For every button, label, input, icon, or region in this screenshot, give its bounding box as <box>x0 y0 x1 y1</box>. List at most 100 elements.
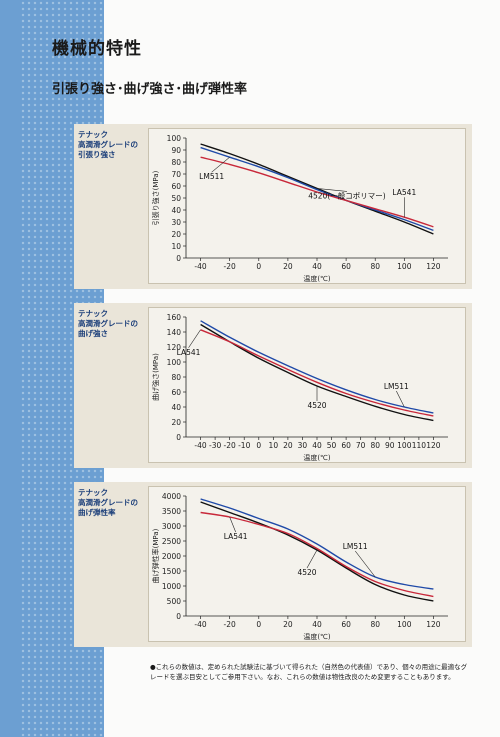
x-tick-label: 70 <box>356 441 366 450</box>
y-tick-label: 20 <box>171 418 181 427</box>
series-annotation: 4520(一般コポリマー) <box>308 190 386 200</box>
y-tick-label: 1000 <box>162 582 181 591</box>
x-tick-label: 40 <box>312 441 322 450</box>
panel-label-line: テナック <box>78 130 108 139</box>
y-tick-label: 2500 <box>162 537 181 546</box>
annotation-leader-line <box>188 329 201 348</box>
x-tick-label: -40 <box>194 441 206 450</box>
y-tick-label: 3000 <box>162 522 181 531</box>
series-line-la541 <box>200 511 434 598</box>
x-tick-label: 120 <box>426 262 441 271</box>
y-tick-label: 0 <box>176 433 181 442</box>
chart-panel-tensile: テナック 高潤滑グレードの 引張り強さ 0 10 20 30 40 50 60 70 80 90 1… <box>74 124 472 289</box>
panel-label: テナック 高潤滑グレードの 曲げ弾性率 <box>78 488 153 518</box>
x-tick-label: 20 <box>283 262 293 271</box>
x-tick-label: 90 <box>385 441 395 450</box>
panel-label-line: 高潤滑グレードの <box>78 140 138 149</box>
x-tick-label: -20 <box>224 262 236 271</box>
y-tick-label: 140 <box>167 328 182 337</box>
series-annotation: 4520 <box>307 401 326 410</box>
panel-label-line: 曲げ強さ <box>78 329 108 338</box>
x-tick-label: 0 <box>256 262 261 271</box>
chart-panel-flexural-strength: テナック 高潤滑グレードの 曲げ強さ 0 20 40 60 80 100 120 140 160… <box>74 303 472 468</box>
y-axis-label: 曲げ強さ(MPa) <box>151 353 160 401</box>
y-tick-label: 90 <box>171 146 181 155</box>
series-annotation: LM511 <box>384 382 409 391</box>
series-annotation: LA541 <box>177 348 201 357</box>
series-annotation: 4520 <box>297 568 316 577</box>
x-tick-label: 0 <box>256 441 261 450</box>
y-tick-label: 80 <box>171 158 181 167</box>
x-tick-label: -40 <box>194 262 206 271</box>
x-axis-label: 温度(℃) <box>303 632 331 641</box>
x-tick-label: 20 <box>283 441 293 450</box>
annotation-leader-line <box>229 516 236 533</box>
panel-label-line: テナック <box>78 488 108 497</box>
series-line-4520 <box>200 143 434 235</box>
x-tick-label: -40 <box>194 620 206 629</box>
panel-label-line: 引張り強さ <box>78 150 116 159</box>
x-tick-label: 80 <box>370 441 380 450</box>
series-annotation: LM511 <box>199 172 224 181</box>
y-tick-label: 100 <box>167 134 182 143</box>
x-axis-label: 温度(℃) <box>303 453 331 462</box>
y-tick-label: 0 <box>176 612 181 621</box>
x-tick-label: -20 <box>224 441 236 450</box>
panel-label: テナック 高潤滑グレードの 曲げ強さ <box>78 309 153 339</box>
x-tick-label: 0 <box>256 620 261 629</box>
panel-label: テナック 高潤滑グレードの 引張り強さ <box>78 130 153 160</box>
x-tick-label: 60 <box>341 441 351 450</box>
flexural-strength-chart: 0 20 40 60 80 100 120 140 160 -40 -30 -20 -10 0 10 20 30… <box>151 313 448 462</box>
x-tick-label: -10 <box>238 441 250 450</box>
y-tick-label: 500 <box>167 597 182 606</box>
y-tick-label: 60 <box>171 388 181 397</box>
x-tick-label: 60 <box>341 262 351 271</box>
annotation-leader-line <box>396 390 405 408</box>
page-title: 機械的特性 <box>52 39 142 59</box>
y-tick-label: 10 <box>171 242 181 251</box>
y-tick-label: 4000 <box>162 492 181 501</box>
y-tick-label: 40 <box>171 206 181 215</box>
y-tick-label: 70 <box>171 170 181 179</box>
y-tick-label: 20 <box>171 230 181 239</box>
x-tick-label: -20 <box>224 620 236 629</box>
y-tick-label: 40 <box>171 403 181 412</box>
x-tick-label: 80 <box>370 262 380 271</box>
y-tick-label: 80 <box>171 373 181 382</box>
series-annotation: LM511 <box>343 542 368 551</box>
series-annotation: LA541 <box>392 188 416 197</box>
series-line-4520 <box>200 501 434 602</box>
tensile-strength-chart: 0 10 20 30 40 50 60 70 80 90 100 -40 -20 0 20 40 60 80 100… <box>151 134 448 283</box>
y-tick-label: 30 <box>171 218 181 227</box>
x-tick-label: 50 <box>327 441 337 450</box>
y-tick-label: 3500 <box>162 507 181 516</box>
annotation-leader-line <box>354 550 376 578</box>
series-line-la541 <box>200 156 434 228</box>
y-tick-label: 100 <box>167 358 182 367</box>
x-tick-label: 40 <box>312 262 322 271</box>
x-tick-label: 120 <box>426 620 441 629</box>
y-tick-label: 0 <box>176 254 181 263</box>
series-line-lm511 <box>200 146 434 232</box>
y-tick-label: 60 <box>171 182 181 191</box>
x-tick-label: 10 <box>269 441 279 450</box>
x-tick-label: 100 <box>397 620 412 629</box>
x-tick-label: 60 <box>341 620 351 629</box>
x-tick-label: 100 <box>397 441 412 450</box>
panel-label-line: 曲げ弾性率 <box>78 508 116 517</box>
series-line-lm511 <box>200 498 434 590</box>
x-tick-label: 20 <box>283 620 293 629</box>
section-subtitle: 引張り強さ･曲げ強さ･曲げ弾性率 <box>52 82 248 97</box>
y-tick-label: 1500 <box>162 567 181 576</box>
x-tick-label: 30 <box>298 441 308 450</box>
x-tick-label: 110 <box>412 441 427 450</box>
panel-label-line: 高潤滑グレードの <box>78 498 138 507</box>
panel-label-line: テナック <box>78 309 108 318</box>
y-axis-label: 引張り強さ(MPa) <box>151 170 160 225</box>
annotation-leader-line <box>211 156 230 173</box>
x-axis-label: 温度(℃) <box>303 274 331 283</box>
series-line-lm511 <box>200 320 434 414</box>
y-axis-label: 曲げ弾性率(MPa) <box>151 528 160 583</box>
y-tick-label: 2000 <box>162 552 181 561</box>
annotation-leader-line <box>306 549 318 569</box>
